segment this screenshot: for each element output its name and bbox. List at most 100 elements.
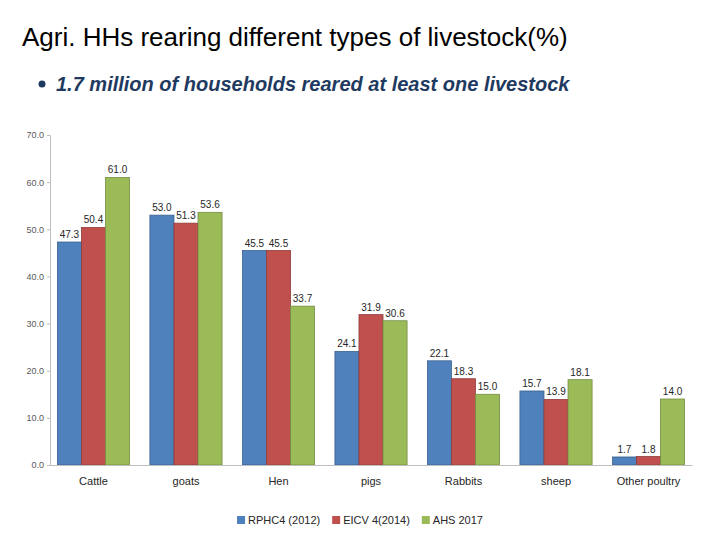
- y-tick: 10.0: [26, 413, 50, 423]
- x-tick-label: Hen: [268, 475, 288, 487]
- y-tick-label: 50.0: [26, 225, 44, 235]
- data-labels: 47.3 53.0 45.5 24.1 22.1 15.7 1.7 50.4 51.3 45.5 3…: [60, 164, 683, 455]
- y-tick: 70.0: [26, 130, 50, 140]
- bar: [359, 315, 383, 465]
- x-tick: Cattle: [79, 465, 108, 487]
- bar: [242, 251, 266, 466]
- data-label: 18.1: [570, 367, 590, 378]
- data-label: 45.5: [245, 238, 265, 249]
- x-tick: Hen: [268, 465, 288, 487]
- series: [57, 215, 636, 465]
- data-label: 53.6: [200, 199, 220, 210]
- bar: [81, 227, 105, 465]
- legend-label: RPHC4 (2012): [248, 514, 320, 526]
- bar: [612, 457, 636, 465]
- bar: [383, 321, 407, 465]
- y-tick-mark: [47, 371, 50, 372]
- bar: [335, 351, 359, 465]
- x-tick: Rabbits: [445, 465, 483, 487]
- bar: [520, 391, 544, 465]
- x-tick-label: Rabbits: [445, 475, 483, 487]
- data-label: 14.0: [663, 386, 683, 397]
- y-tick-mark: [47, 229, 50, 230]
- subtitle: 1.7 million of households reared at leas…: [56, 73, 570, 95]
- bullet: [39, 81, 46, 88]
- y-tick-mark: [47, 182, 50, 183]
- data-label: 45.5: [269, 238, 289, 249]
- data-label: 33.7: [293, 293, 313, 304]
- bar: [544, 399, 568, 465]
- plot: 0.010.020.030.040.050.060.070.047.353.04…: [26, 130, 692, 486]
- data-label: 1.8: [642, 444, 656, 455]
- legend-item: AHS 2017: [422, 514, 483, 526]
- data-label: 53.0: [152, 202, 172, 213]
- y-tick: 30.0: [26, 319, 50, 329]
- bar: [568, 380, 592, 465]
- x-axis: Cattle goats Hen pigs Rabbits sheep Other poul…: [51, 465, 693, 487]
- bar: [476, 394, 500, 465]
- bar: [266, 251, 290, 466]
- y-tick-label: 20.0: [26, 366, 44, 376]
- x-tick-label: Cattle: [79, 475, 108, 487]
- bar: [106, 177, 130, 465]
- x-tick-label: pigs: [361, 475, 382, 487]
- legend-swatch: [237, 516, 245, 524]
- x-tick: pigs: [361, 465, 382, 487]
- y-tick: 20.0: [26, 366, 50, 376]
- series: [106, 177, 685, 465]
- y-tick-label: 40.0: [26, 272, 44, 282]
- data-label: 15.0: [478, 381, 498, 392]
- bar: [291, 306, 315, 465]
- data-label: 31.9: [361, 302, 381, 313]
- y-tick: 40.0: [26, 272, 50, 282]
- y-tick-mark: [47, 135, 50, 136]
- legend-label: AHS 2017: [433, 514, 483, 526]
- bar: [636, 457, 660, 465]
- y-tick-label: 10.0: [26, 413, 44, 423]
- y-axis-line: [47, 136, 51, 466]
- data-label: 15.7: [522, 378, 542, 389]
- bar: [150, 215, 174, 465]
- y-tick-label: 70.0: [26, 130, 44, 140]
- x-tick-label: sheep: [541, 475, 571, 487]
- data-label: 13.9: [546, 386, 566, 397]
- x-tick-label: Other poultry: [617, 475, 681, 487]
- y-tick-label: 0.0: [31, 460, 44, 470]
- x-tick: sheep: [541, 465, 571, 487]
- bar: [451, 379, 475, 465]
- bar: [427, 361, 451, 465]
- bar: [57, 242, 81, 465]
- bar: [661, 399, 685, 465]
- y-tick: 0.0: [31, 460, 50, 470]
- legend-swatch: [422, 516, 430, 524]
- data-label: 30.6: [385, 308, 405, 319]
- legend: RPHC4 (2012) EICV 4(2014) AHS 2017: [237, 514, 483, 526]
- bar: [174, 223, 198, 465]
- x-tick-label: goats: [173, 475, 200, 487]
- legend-item: RPHC4 (2012): [237, 514, 320, 526]
- data-label: 18.3: [454, 366, 474, 377]
- series: [81, 223, 660, 465]
- y-tick-mark: [47, 465, 50, 466]
- y-tick-mark: [47, 276, 50, 277]
- title: Agri. HHs rearing different types of liv…: [22, 22, 568, 52]
- x-tick: Other poultry: [617, 465, 681, 487]
- y-tick-mark: [47, 418, 50, 419]
- legend-label: EICV 4(2014): [343, 514, 410, 526]
- data-label: 50.4: [84, 214, 104, 225]
- data-label: 24.1: [337, 338, 357, 349]
- bars: [57, 177, 684, 465]
- data-label: 61.0: [108, 164, 128, 175]
- y-tick-label: 60.0: [26, 178, 44, 188]
- y-tick-label: 30.0: [26, 319, 44, 329]
- legend-swatch: [332, 516, 340, 524]
- x-axis-line: [51, 465, 693, 466]
- legend-item: EICV 4(2014): [332, 514, 410, 526]
- data-label: 22.1: [430, 348, 450, 359]
- x-tick: goats: [173, 465, 200, 487]
- y-tick: 60.0: [26, 178, 50, 188]
- data-label: 47.3: [60, 229, 80, 240]
- chart: Agri. HHs rearing different types of liv…: [0, 0, 720, 540]
- data-label: 1.7: [618, 444, 632, 455]
- data-label: 51.3: [176, 210, 196, 221]
